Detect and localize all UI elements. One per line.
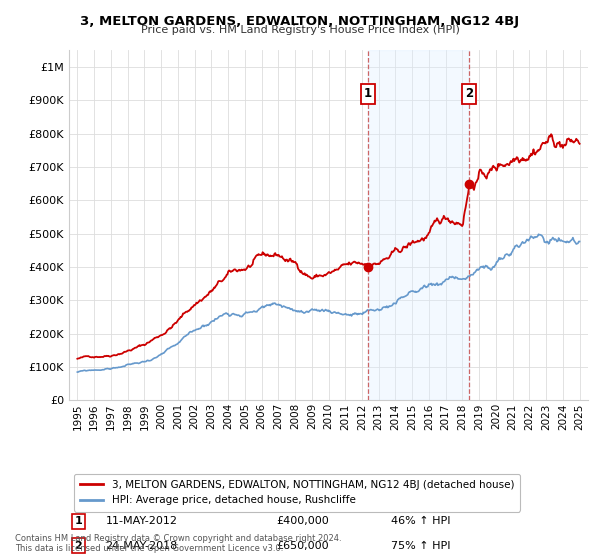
Text: 1: 1: [74, 516, 82, 526]
Text: 24-MAY-2018: 24-MAY-2018: [106, 540, 178, 550]
Text: 2: 2: [465, 87, 473, 100]
Text: 46% ↑ HPI: 46% ↑ HPI: [391, 516, 450, 526]
Text: 2: 2: [74, 540, 82, 550]
Text: 3, MELTON GARDENS, EDWALTON, NOTTINGHAM, NG12 4BJ: 3, MELTON GARDENS, EDWALTON, NOTTINGHAM,…: [80, 15, 520, 27]
Text: 11-MAY-2012: 11-MAY-2012: [106, 516, 178, 526]
Text: Contains HM Land Registry data © Crown copyright and database right 2024.
This d: Contains HM Land Registry data © Crown c…: [15, 534, 341, 553]
Text: 75% ↑ HPI: 75% ↑ HPI: [391, 540, 450, 550]
Text: £400,000: £400,000: [277, 516, 329, 526]
Legend: 3, MELTON GARDENS, EDWALTON, NOTTINGHAM, NG12 4BJ (detached house), HPI: Average: 3, MELTON GARDENS, EDWALTON, NOTTINGHAM,…: [74, 474, 520, 512]
Text: Price paid vs. HM Land Registry's House Price Index (HPI): Price paid vs. HM Land Registry's House …: [140, 25, 460, 35]
Bar: [368, 50, 469, 400]
Text: 1: 1: [364, 87, 372, 100]
Text: £650,000: £650,000: [277, 540, 329, 550]
